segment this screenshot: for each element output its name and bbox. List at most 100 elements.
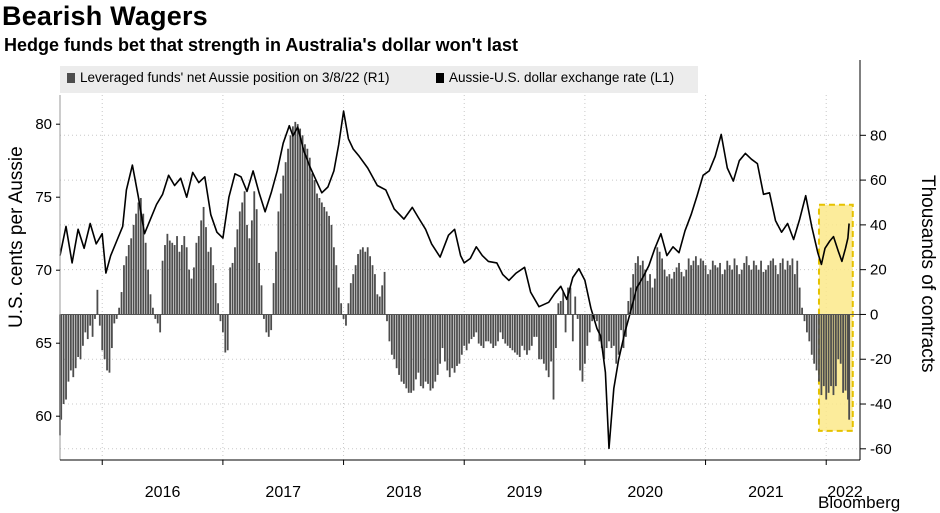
x-tick-label: 2020 [627,484,663,501]
net-position-bar [518,314,521,357]
axes [56,60,866,465]
net-position-bar [361,247,364,315]
net-position-bar [291,126,294,315]
left-tick-label: 80 [35,116,52,133]
net-position-bar [666,276,668,315]
net-position-bar [641,260,644,315]
net-position-bar [545,314,548,371]
net-position-bar [736,265,738,315]
right-tick-label: 80 [870,127,887,144]
net-position-bar [354,265,357,315]
net-position-bar [101,314,104,351]
net-position-bar [468,314,470,344]
net-position-bar [723,269,726,315]
left-tick-label: 65 [35,335,52,352]
net-position-bar [615,314,618,364]
net-position-bar [205,227,207,315]
net-position-bar [848,314,851,420]
net-position-bar [69,314,72,371]
net-position-bar [412,314,415,391]
net-position-bar [328,215,330,315]
net-position-bar [842,314,845,393]
net-position-bar [123,265,125,315]
net-position-bar [644,269,647,315]
legend-swatch-line [436,72,444,83]
net-position-bar [229,267,232,315]
net-position-bar [349,283,352,315]
net-position-bar [612,314,615,346]
net-position-bar [270,314,273,331]
net-position-bar [132,224,135,315]
net-position-bar [429,314,432,391]
net-position-bar [627,301,630,315]
net-position-bar [77,314,79,357]
net-position-bar [255,209,258,315]
net-position-bar [622,314,625,349]
net-position-bar [649,274,651,315]
net-position-bar [702,260,705,315]
net-position-bar [714,265,717,315]
net-position-bar [774,265,777,315]
net-position-bar [526,314,528,355]
net-position-bar [719,262,721,315]
net-position-bar [323,206,326,315]
legend: Leveraged funds' net Aussie position on … [60,66,698,93]
net-position-bar [115,314,118,319]
net-position-bar [106,314,108,371]
net-position-bar [617,314,620,355]
chart-subtitle: Hedge funds bet that strength in Austral… [4,35,518,55]
net-position-bar [834,314,837,387]
net-position-bar [168,240,171,315]
net-position-bar [453,314,456,373]
net-position-bar [386,314,388,322]
right-tick-label: -40 [870,396,892,413]
net-position-bar [764,269,767,315]
net-position-bar [110,314,113,349]
net-position-bar [489,314,492,344]
net-position-bar [436,314,439,375]
net-position-bar [154,314,157,319]
net-position-bar [434,314,437,382]
net-position-bar [214,283,217,315]
net-position-bar [383,271,386,315]
net-position-bar [530,314,533,346]
net-position-bar [460,314,463,355]
net-position-bar [605,314,608,349]
net-position-bar [825,314,828,400]
net-position-bar [494,314,497,346]
net-position-bar [480,314,483,346]
net-position-bar [813,314,816,364]
net-position-bar [275,251,277,315]
net-position-bar [586,314,589,346]
net-position-bar [731,269,733,315]
net-position-bar [509,314,511,349]
tick-labels: 60 65 70 75 80 -60 -40 -20 0 20 40 60 80 2016 2017 2018… [35,116,891,501]
net-position-bar [600,314,603,349]
net-position-bar [333,247,335,315]
net-position-bar [366,247,369,315]
net-position-bar [697,265,700,315]
net-position-bar [801,307,803,315]
net-position-bar [815,314,818,371]
net-position-bar [253,191,256,315]
net-position-bar [711,260,714,315]
net-position-bar [521,314,524,346]
net-position-bar [726,260,729,315]
net-position-bar [844,314,847,391]
net-position-bar [779,262,782,315]
net-position-bar [306,148,309,315]
net-position-bar [402,314,405,384]
right-tick-label: -20 [870,351,892,368]
net-position-bar [178,251,181,315]
net-position-bar [195,242,198,315]
net-position-bar [282,175,285,315]
net-position-bar [304,144,306,315]
right-tick-label: 40 [870,217,887,234]
net-position-bar [149,294,152,315]
net-position-bar [325,211,328,315]
net-position-bar [359,249,362,315]
net-position-bar [86,314,89,340]
net-position-bar [755,265,758,315]
net-position-bar [748,265,750,315]
net-position-bar [634,262,637,315]
